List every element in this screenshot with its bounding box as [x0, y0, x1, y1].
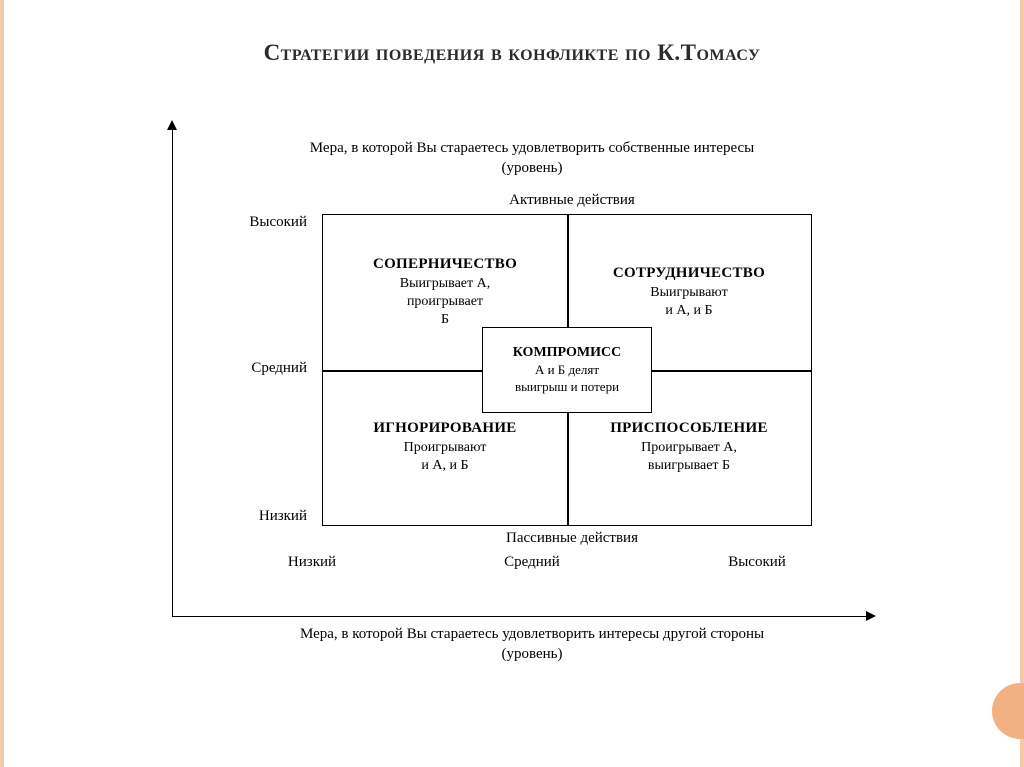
y-tick-low: Низкий [197, 508, 307, 525]
quadrant-title: СОПЕРНИЧЕСТВО [373, 256, 517, 273]
y-tick-mid: Средний [197, 360, 307, 377]
x-tick-low: Низкий [252, 554, 372, 571]
x-tick-mid: Средний [472, 554, 592, 571]
quadrant-sub: выигрывает Б [648, 457, 730, 475]
quadrant-title: ПРИСПОСОБЛЕНИЕ [610, 420, 768, 437]
x-axis-arrow-icon [866, 611, 876, 621]
page-title: Стратегии поведения в конфликте по К.Том… [64, 40, 960, 66]
center-sub: А и Б делят [535, 362, 599, 378]
center-title: КОМПРОМИСС [513, 345, 621, 361]
bottom-action-label: Пассивные действия [322, 530, 822, 547]
center-sub: выигрыш и потери [515, 379, 619, 395]
x-axis-line [172, 616, 872, 617]
y-axis-label-line1: Мера, в которой Вы стараетесь удовлетвор… [310, 140, 754, 156]
quadrant-title: ИГНОРИРОВАНИЕ [373, 420, 516, 437]
x-axis-label: Мера, в которой Вы стараетесь удовлетвор… [222, 624, 842, 665]
quadrant-sub: и А, и Б [665, 302, 712, 320]
quadrant-sub: Б [441, 311, 449, 329]
quadrant-title: СОТРУДНИЧЕСТВО [613, 265, 765, 282]
quadrant-sub: Выигрывает А, [400, 275, 490, 293]
x-tick-high: Высокий [697, 554, 817, 571]
quadrant-sub: Выигрывают [650, 284, 727, 302]
center-compromise-box: КОМПРОМИСС А и Б делят выигрыш и потери [482, 327, 652, 413]
quadrant-sub: проигрывает [407, 293, 483, 311]
top-action-label: Активные действия [322, 192, 822, 209]
quadrant-sub: Проигрывают [404, 439, 487, 457]
slide: Стратегии поведения в конфликте по К.Том… [0, 0, 1024, 767]
thomas-conflict-diagram: Мера, в которой Вы стараетесь удовлетвор… [142, 116, 882, 656]
y-tick-high: Высокий [197, 214, 307, 231]
decorative-circle-icon [992, 683, 1024, 739]
x-axis-label-line1: Мера, в которой Вы стараетесь удовлетвор… [300, 626, 764, 642]
x-axis-label-line2: (уровень) [501, 646, 562, 662]
quadrant-sub: Проигрывает А, [641, 439, 737, 457]
quadrant-sub: и А, и Б [421, 457, 468, 475]
strategy-grid: СОПЕРНИЧЕСТВО Выигрывает А, проигрывает … [322, 214, 812, 526]
y-axis-line [172, 126, 173, 616]
y-axis-arrow-icon [167, 120, 177, 130]
y-axis-label: Мера, в которой Вы стараетесь удовлетвор… [222, 138, 842, 179]
y-axis-label-line2: (уровень) [501, 160, 562, 176]
